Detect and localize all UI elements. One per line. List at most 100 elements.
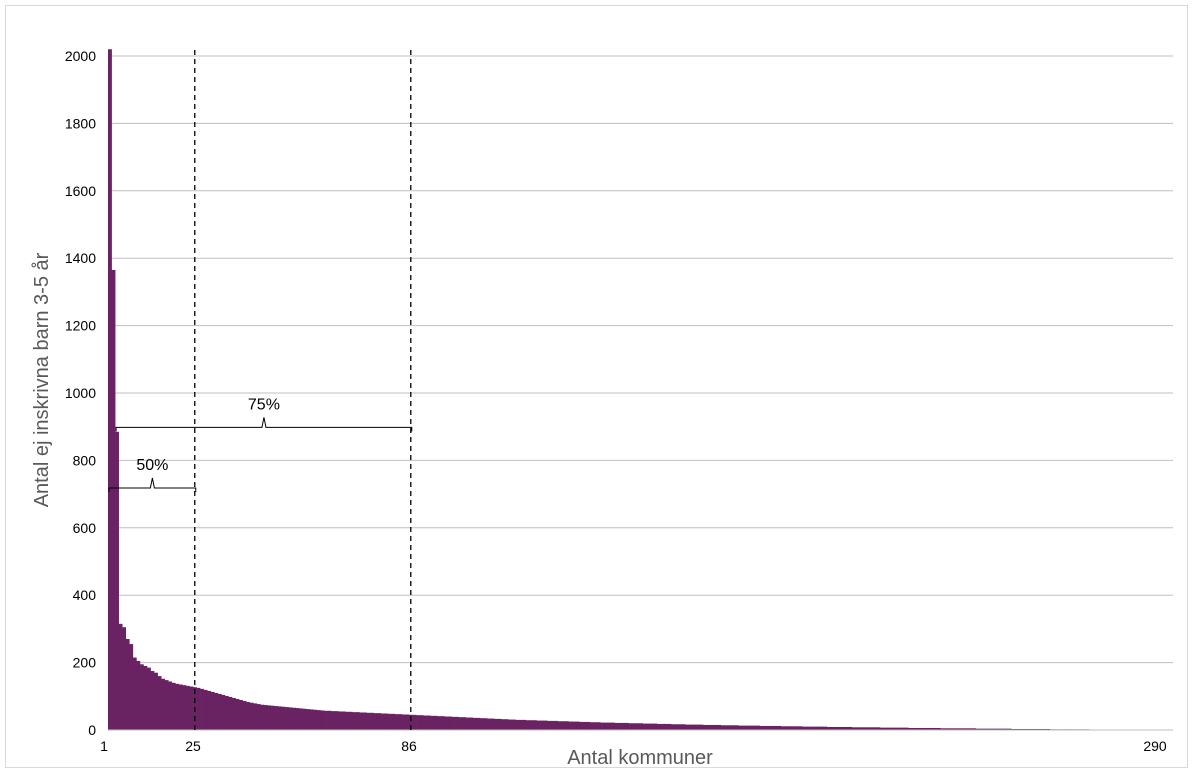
bar	[409, 714, 413, 730]
bar	[423, 715, 428, 730]
bar	[773, 725, 778, 730]
bar	[146, 667, 151, 730]
bar	[940, 728, 945, 730]
bar	[795, 726, 799, 730]
bar	[494, 718, 498, 730]
bar	[911, 727, 916, 730]
bar	[848, 726, 853, 730]
bar	[950, 728, 955, 730]
bar	[288, 707, 293, 730]
bar	[348, 711, 353, 730]
bar	[299, 708, 304, 730]
bar	[855, 727, 860, 730]
bar	[688, 724, 693, 730]
bar	[880, 727, 884, 730]
bar	[171, 682, 176, 730]
bar	[564, 721, 569, 730]
bar	[1032, 728, 1037, 730]
bar	[1025, 728, 1030, 730]
bar	[802, 726, 807, 730]
bar	[752, 725, 757, 730]
bar	[143, 665, 148, 730]
bar	[497, 718, 502, 730]
bar	[111, 269, 116, 730]
bar	[324, 710, 328, 730]
bar	[759, 725, 764, 730]
bar	[334, 711, 339, 730]
bar	[331, 711, 335, 730]
bar	[129, 644, 134, 730]
bar	[239, 700, 243, 730]
bar	[285, 707, 289, 730]
bar	[635, 723, 640, 730]
bar	[649, 723, 654, 730]
bar	[136, 660, 141, 730]
bar	[370, 712, 374, 730]
bar	[182, 685, 187, 730]
bar	[823, 726, 828, 730]
y-tick-labels: 0 200 400 600 800 1000 1200 1400 1600 1800 2000	[65, 48, 96, 738]
bar	[295, 708, 300, 730]
bar	[508, 719, 513, 730]
bar	[798, 726, 803, 730]
bar	[717, 724, 722, 730]
bar	[812, 726, 817, 730]
bar	[731, 725, 736, 730]
bar	[830, 726, 835, 730]
bar	[377, 713, 382, 730]
bar	[228, 696, 233, 730]
bar	[207, 690, 212, 730]
bar	[809, 726, 814, 730]
annotation-bracket	[115, 417, 413, 432]
bar	[515, 719, 520, 730]
bar	[455, 716, 459, 730]
bar	[440, 716, 445, 730]
bar	[327, 710, 332, 730]
bar	[200, 688, 204, 730]
bar	[681, 724, 686, 730]
bar	[837, 726, 842, 730]
bar	[646, 723, 651, 730]
y-tick-label: 1400	[65, 250, 96, 266]
bar	[805, 726, 810, 730]
bar	[589, 722, 594, 730]
bar	[267, 705, 272, 730]
bar	[568, 721, 573, 730]
bar	[763, 725, 768, 730]
y-tick-label: 200	[73, 655, 97, 671]
bar	[777, 725, 782, 730]
bar	[858, 727, 863, 730]
bar	[596, 722, 601, 730]
bar	[540, 720, 544, 730]
bar	[210, 691, 215, 730]
bar	[256, 704, 261, 730]
bar	[979, 728, 984, 730]
bar	[387, 713, 392, 730]
bar	[826, 726, 831, 730]
bar	[571, 721, 576, 730]
bar	[1018, 728, 1023, 730]
bar	[341, 711, 346, 730]
bar	[338, 711, 343, 730]
bar	[263, 705, 268, 730]
bar	[479, 718, 484, 730]
bar	[625, 722, 629, 730]
bar	[511, 719, 516, 730]
bar	[678, 724, 683, 730]
bar	[833, 726, 838, 730]
bar	[355, 712, 360, 730]
bar	[277, 706, 282, 730]
bar	[617, 722, 622, 730]
bar	[313, 709, 318, 730]
grid-lines	[108, 55, 1173, 664]
bar	[600, 722, 605, 730]
bar	[235, 698, 240, 730]
bar	[260, 704, 265, 730]
bar	[175, 683, 180, 730]
bar	[961, 728, 966, 730]
bar	[242, 701, 247, 730]
bar	[989, 728, 994, 730]
bar	[447, 716, 452, 730]
bar	[444, 716, 449, 730]
bar	[621, 722, 626, 730]
